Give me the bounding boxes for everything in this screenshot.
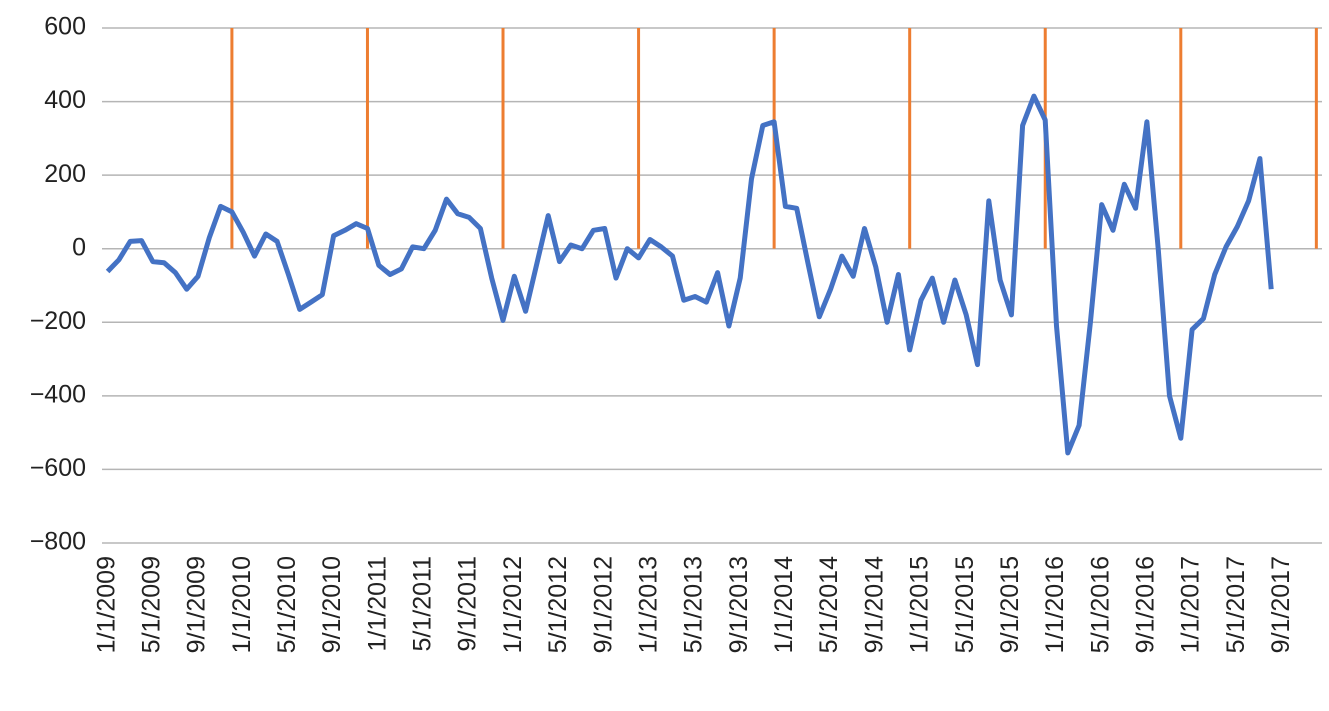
- x-tick-label: 5/1/2016: [1086, 556, 1114, 653]
- x-tick-label: 1/1/2010: [228, 556, 256, 653]
- x-tick-label: 1/1/2017: [1177, 556, 1205, 653]
- bar: [1314, 28, 1318, 249]
- x-tick-label: 1/1/2009: [92, 556, 120, 653]
- x-tick-label: 5/1/2014: [815, 556, 843, 653]
- bar: [501, 28, 505, 249]
- y-tick-label: −600: [30, 454, 86, 482]
- x-tick-label: 5/1/2012: [544, 556, 572, 653]
- bar: [365, 28, 369, 249]
- x-tick-label: 9/1/2016: [1132, 556, 1160, 653]
- y-tick-label: 400: [44, 86, 86, 114]
- x-tick-label: 1/1/2011: [363, 556, 391, 651]
- x-tick-label: 5/1/2017: [1222, 556, 1250, 653]
- bar: [637, 28, 641, 249]
- bar: [908, 28, 912, 249]
- x-tick-label: 1/1/2013: [634, 556, 662, 653]
- y-tick-label: −200: [30, 307, 86, 335]
- x-tick-label: 5/1/2013: [680, 556, 708, 653]
- x-tick-label: 9/1/2014: [860, 556, 888, 653]
- x-tick-label: 9/1/2011: [454, 556, 482, 651]
- y-tick-label: −800: [30, 528, 86, 556]
- x-tick-label: 9/1/2015: [996, 556, 1024, 653]
- x-tick-label: 1/1/2014: [770, 556, 798, 653]
- x-tick-label: 9/1/2010: [318, 556, 346, 653]
- x-tick-label: 9/1/2013: [725, 556, 753, 653]
- y-tick-label: −400: [30, 380, 86, 408]
- x-tick-label: 1/1/2016: [1041, 556, 1069, 653]
- x-tick-label: 5/1/2009: [137, 556, 165, 653]
- bar: [230, 28, 234, 249]
- x-tick-label: 1/1/2015: [906, 556, 934, 653]
- y-tick-label: 600: [44, 13, 86, 41]
- line: [105, 93, 1274, 456]
- x-tick-label: 9/1/2012: [589, 556, 617, 653]
- x-tick-label: 1/1/2012: [499, 556, 527, 653]
- x-tick-label: 5/1/2015: [951, 556, 979, 653]
- x-tick-label: 9/1/2009: [183, 556, 211, 653]
- y-tick-label: 0: [72, 233, 86, 261]
- x-tick-label: 9/1/2017: [1267, 556, 1295, 653]
- x-tick-label: 5/1/2011: [409, 556, 437, 651]
- x-tick-label: 5/1/2010: [273, 556, 301, 653]
- bar: [1179, 28, 1183, 249]
- y-tick-label: 200: [44, 160, 86, 188]
